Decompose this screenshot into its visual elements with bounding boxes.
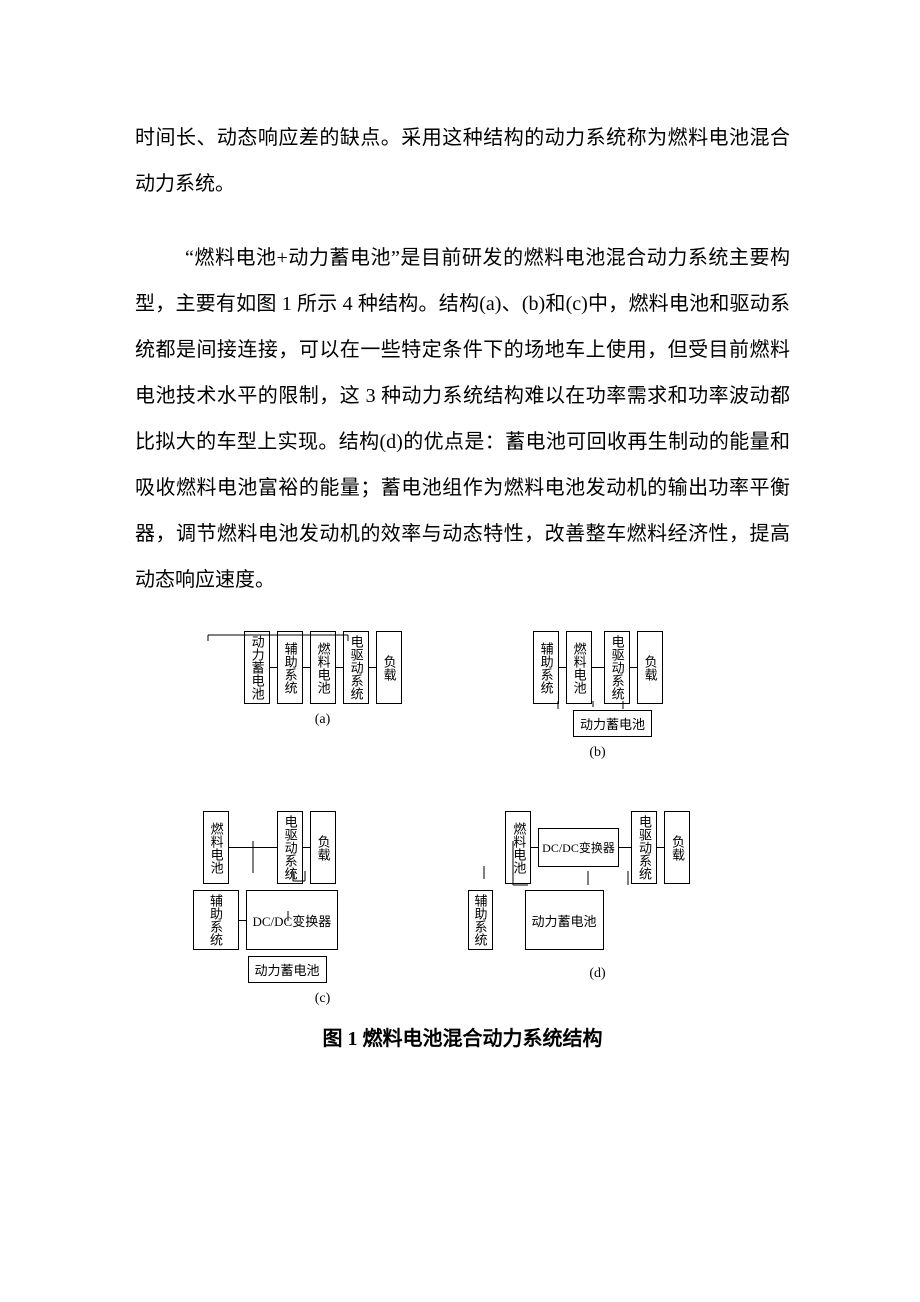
- node-a-1: 动力蓄电池: [244, 631, 270, 704]
- node-a-2: 辅助系统: [277, 631, 303, 704]
- paragraph-2: “燃料电池+动力蓄电池”是目前研发的燃料电池混合动力系统主要构型，主要有如图 1…: [135, 235, 790, 603]
- node-d-aux: 辅助系统: [468, 890, 493, 950]
- node-b-1: 辅助系统: [533, 631, 559, 704]
- diagram-c: 燃料电池 电驱动系统 负载 辅助系统 DC/DC变换器 动力蓄电池: [193, 811, 453, 1007]
- node-c-batt: 动力蓄电池: [248, 956, 327, 983]
- node-b-2: 燃料电池: [566, 631, 592, 704]
- node-c-1: 燃料电池: [203, 811, 229, 884]
- node-d-1: 燃料电池: [505, 811, 531, 884]
- node-d-4: 负载: [664, 811, 690, 884]
- diagram-b-label: (b): [468, 745, 728, 761]
- document-page: 时间长、动态响应差的缺点。采用这种结构的动力系统称为燃料电池混合动力系统。 “燃…: [0, 0, 920, 1131]
- node-d-batt: 动力蓄电池: [525, 890, 604, 950]
- diagram-b: 辅助系统 燃料电池 电驱动系统 负载 动力蓄电池 (b): [468, 631, 728, 761]
- node-d-3: 电驱动系统: [631, 811, 657, 884]
- paragraph-1: 时间长、动态响应差的缺点。采用这种结构的动力系统称为燃料电池混合动力系统。: [135, 115, 790, 207]
- diagram-c-label: (c): [193, 991, 453, 1007]
- node-a-3: 燃料电池: [310, 631, 336, 704]
- figure-1-caption: 图 1 燃料电池混合动力系统结构: [135, 1022, 790, 1051]
- figure-1-diagrams: 动力蓄电池 辅助系统 燃料电池 电驱动系统 负载 (a): [193, 631, 733, 991]
- node-c-aux: 辅助系统: [193, 890, 239, 950]
- node-c-3: 负载: [310, 811, 336, 884]
- node-b-4: 负载: [637, 631, 663, 704]
- diagram-d: 燃料电池 DC/DC变换器 电驱动系统 负载 辅助系统 动力蓄电池: [468, 811, 728, 982]
- diagram-a: 动力蓄电池 辅助系统 燃料电池 电驱动系统 负载 (a): [193, 631, 453, 728]
- diagram-d-label: (d): [468, 966, 728, 982]
- node-b-3: 电驱动系统: [604, 631, 630, 704]
- diagram-a-label: (a): [193, 712, 453, 728]
- node-d-2: DC/DC变换器: [538, 828, 619, 867]
- node-c-dcdc: DC/DC变换器: [246, 890, 339, 950]
- node-c-2: 电驱动系统: [277, 811, 303, 884]
- node-a-4: 电驱动系统: [343, 631, 369, 704]
- node-a-5: 负载: [376, 631, 402, 704]
- figure-1: 动力蓄电池 辅助系统 燃料电池 电驱动系统 负载 (a): [135, 631, 790, 1051]
- node-b-bottom: 动力蓄电池: [573, 710, 652, 737]
